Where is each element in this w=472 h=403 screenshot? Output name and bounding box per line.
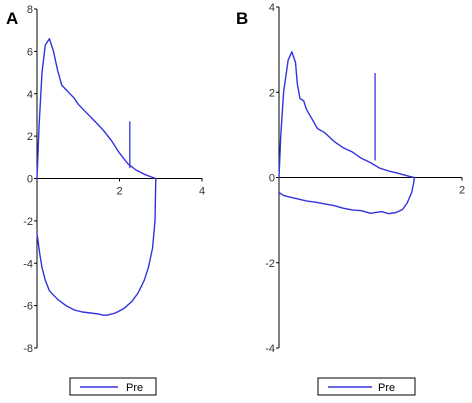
panel-a-y-tick-label: -2: [23, 216, 33, 228]
panel-a-y-tick-label: -4: [23, 258, 33, 270]
panel-a-y-tick-label: -6: [23, 301, 33, 313]
panel-b-y-tick-label: 4: [269, 2, 275, 14]
panel-a-plot: 8 6 4 2 0 -2 -4 -6 -8 2 4: [23, 4, 205, 355]
panel-a-y-tick-label: 0: [27, 174, 33, 186]
panel-b-series-pre: [278, 51, 416, 215]
panel-a-y-tick-label: 6: [27, 46, 33, 58]
panel-b: B 4 2 0 -2 -4 2 Pre: [236, 2, 465, 396]
panel-b-y-tick-label: 0: [269, 173, 275, 185]
panel-b-plot: 4 2 0 -2 -4 2: [265, 2, 465, 355]
panel-b-legend-label: Pre: [378, 382, 395, 394]
panel-a-y-tick-label: 2: [27, 131, 33, 143]
panel-a-legend-label: Pre: [126, 382, 143, 394]
panel-b-y-tick-label: -4: [265, 343, 275, 355]
panel-b-y-tick-label: 2: [269, 87, 275, 99]
panel-b-label: B: [236, 9, 248, 28]
panel-a-x-tick-label: 2: [116, 186, 122, 198]
panel-b-x-tick-label: 2: [459, 185, 465, 197]
panel-a-y-tick-label: -8: [23, 343, 33, 355]
panel-a-y-tick-label: 8: [27, 4, 33, 16]
panel-a-series-pre: [36, 38, 157, 316]
panel-a-y-tick-label: 4: [27, 89, 33, 101]
panel-a-label: A: [6, 9, 18, 28]
panel-a: A 8 6 4 2 0 -2 -4 -6 -8 2 4 Pre: [6, 4, 205, 396]
panel-a-x-tick-label: 4: [199, 186, 205, 198]
panel-b-legend: Pre: [317, 377, 416, 396]
panel-a-legend: Pre: [69, 377, 157, 396]
panel-b-y-tick-label: -2: [265, 258, 275, 270]
